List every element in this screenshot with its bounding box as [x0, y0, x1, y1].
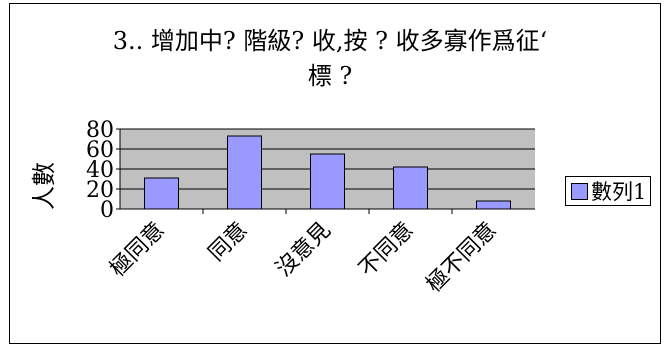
bar [227, 135, 262, 210]
chart-title-line2: 標 ? [307, 62, 353, 90]
x-tick-label: 極同意 [105, 218, 169, 282]
legend-swatch [571, 182, 588, 200]
chart-title-line1: 3.. 增加中? 階級? 收,按 ? 收多寡作爲征‘ [112, 27, 548, 55]
y-tick-label: 60 [86, 138, 114, 163]
legend-label: 數列1 [591, 180, 647, 204]
y-tick-label: 80 [86, 118, 114, 143]
legend: 數列1 [565, 176, 651, 206]
bar [393, 166, 428, 210]
y-axis-label: 人數 [30, 162, 58, 210]
bar [310, 153, 345, 210]
y-tick-label: 40 [86, 158, 114, 183]
bar [476, 200, 511, 210]
y-tick-label: 20 [86, 178, 114, 203]
x-tick-label: 不同意 [354, 218, 418, 282]
bar [144, 177, 179, 210]
y-tick-label: 0 [100, 198, 114, 223]
x-tick-label: 沒意見 [271, 218, 335, 282]
x-tick-label: 同意 [204, 218, 253, 267]
x-tick-label: 極不同意 [422, 218, 502, 298]
